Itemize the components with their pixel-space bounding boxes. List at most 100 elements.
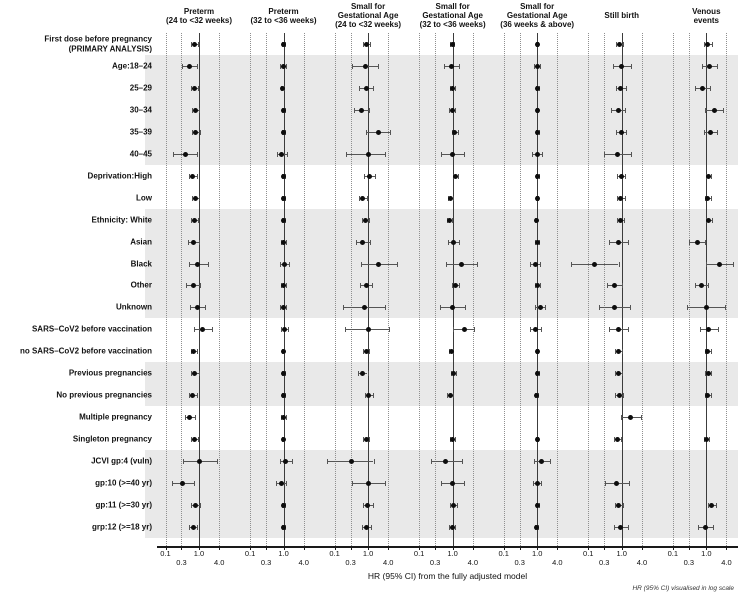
ci-cap-low bbox=[365, 393, 367, 399]
ci-cap-high bbox=[204, 305, 206, 311]
estimate-point bbox=[191, 349, 197, 355]
ci-cap-high bbox=[385, 305, 387, 311]
axis-tick bbox=[503, 546, 505, 550]
estimate-point bbox=[191, 217, 197, 223]
axis-tick-label: 0.1 bbox=[244, 549, 256, 558]
ci-cap-high bbox=[385, 151, 387, 157]
axis-tick-label: 4.0 bbox=[383, 557, 394, 567]
gridline bbox=[266, 33, 268, 546]
ci-cap-high bbox=[375, 173, 377, 179]
ci-cap-low bbox=[694, 85, 696, 91]
ci-cap-low bbox=[617, 173, 619, 179]
estimate-point bbox=[180, 481, 186, 486]
axis-tick-label: 0.3 bbox=[429, 557, 441, 567]
ci-cap-high bbox=[197, 42, 199, 47]
ci-cap-low bbox=[190, 349, 192, 355]
estimate-point bbox=[192, 85, 198, 91]
ci-cap-high bbox=[455, 524, 457, 530]
ci-cap-high bbox=[625, 195, 627, 201]
estimate-point bbox=[534, 151, 540, 157]
ci-cap-low bbox=[430, 459, 432, 465]
ci-cap-high bbox=[710, 349, 712, 355]
gridline bbox=[334, 33, 336, 546]
estimate-point bbox=[699, 85, 705, 91]
ci-cap-low bbox=[190, 217, 192, 223]
gridline bbox=[604, 33, 606, 546]
estimate-point bbox=[705, 195, 711, 201]
estimate-point bbox=[281, 371, 287, 377]
axis-tick-label: 0.3 bbox=[599, 557, 610, 567]
group-band bbox=[145, 450, 738, 538]
ci-cap-low bbox=[609, 239, 611, 245]
estimate-point bbox=[537, 305, 543, 311]
estimate-point bbox=[281, 415, 287, 421]
ci-cap-high bbox=[452, 217, 454, 223]
ci-cap-low bbox=[699, 327, 701, 333]
ci-cap-low bbox=[362, 502, 364, 508]
axis-tick bbox=[165, 546, 167, 550]
ci-cap-high bbox=[629, 305, 631, 311]
ci-cap-low bbox=[441, 151, 443, 157]
estimate-point bbox=[197, 459, 203, 465]
estimate-point bbox=[534, 349, 540, 355]
estimate-point bbox=[190, 239, 196, 245]
estimate-point bbox=[534, 85, 540, 91]
ci-cap-high bbox=[549, 459, 551, 465]
ci-cap-high bbox=[708, 437, 710, 443]
axis-tick-label: 0.1 bbox=[583, 549, 594, 558]
axis-tick-label: 4.0 bbox=[467, 557, 479, 567]
ci-cap-high bbox=[711, 42, 713, 47]
row-label: 30–34 bbox=[129, 105, 152, 115]
row-label: Deprivation:High bbox=[87, 170, 152, 180]
ci-cap-high bbox=[208, 261, 210, 267]
estimate-point bbox=[183, 151, 189, 157]
ci-cap-high bbox=[197, 524, 199, 530]
estimate-point bbox=[360, 195, 366, 201]
estimate-point bbox=[280, 173, 286, 179]
ci-cap-high bbox=[710, 393, 712, 399]
ci-cap-low bbox=[191, 502, 193, 508]
ci-cap-low bbox=[533, 459, 535, 465]
gridline bbox=[350, 33, 352, 546]
ci-cap-low bbox=[352, 63, 354, 69]
row-label: 25–29 bbox=[129, 83, 152, 93]
ci-cap-high bbox=[459, 63, 461, 69]
axis-tick-label: 4.0 bbox=[298, 557, 309, 567]
gridline bbox=[181, 33, 183, 546]
gridline bbox=[419, 33, 421, 546]
estimate-point bbox=[375, 129, 381, 135]
ci-cap-high bbox=[199, 107, 200, 113]
ci-cap-high bbox=[453, 195, 455, 201]
estimate-point bbox=[618, 129, 624, 135]
ci-cap-low bbox=[687, 305, 689, 311]
axis-tick bbox=[726, 546, 728, 550]
ci-cap-low bbox=[613, 63, 615, 69]
ci-cap-low bbox=[530, 327, 532, 333]
estimate-point bbox=[534, 481, 540, 486]
ci-cap-high bbox=[197, 349, 199, 355]
ci-cap-high bbox=[716, 129, 718, 135]
estimate-point bbox=[195, 305, 201, 311]
estimate-point bbox=[187, 415, 193, 421]
ci-cap-low bbox=[447, 239, 449, 245]
ci-cap-low bbox=[616, 129, 618, 135]
estimate-point bbox=[616, 327, 621, 333]
estimate-point bbox=[616, 502, 622, 508]
ci-cap-low bbox=[355, 239, 357, 245]
ci-cap-low bbox=[191, 42, 193, 47]
ci-cap-high bbox=[286, 283, 288, 289]
estimate-point bbox=[279, 151, 285, 157]
ci-cap-high bbox=[457, 502, 459, 508]
axis-tick-label: 1.0 bbox=[447, 549, 458, 558]
ci-cap-high bbox=[620, 437, 622, 443]
estimate-point bbox=[278, 481, 284, 486]
estimate-point bbox=[717, 261, 722, 267]
ci-cap-low bbox=[611, 107, 613, 113]
ci-cap-low bbox=[614, 437, 616, 443]
ci-cap-low bbox=[280, 261, 282, 267]
estimate-point bbox=[706, 327, 712, 333]
estimate-point bbox=[280, 85, 286, 91]
panel-title: Small for Gestational Age (36 weeks & ab… bbox=[500, 2, 575, 29]
ci-cap-high bbox=[733, 261, 735, 267]
estimate-point bbox=[533, 524, 539, 530]
